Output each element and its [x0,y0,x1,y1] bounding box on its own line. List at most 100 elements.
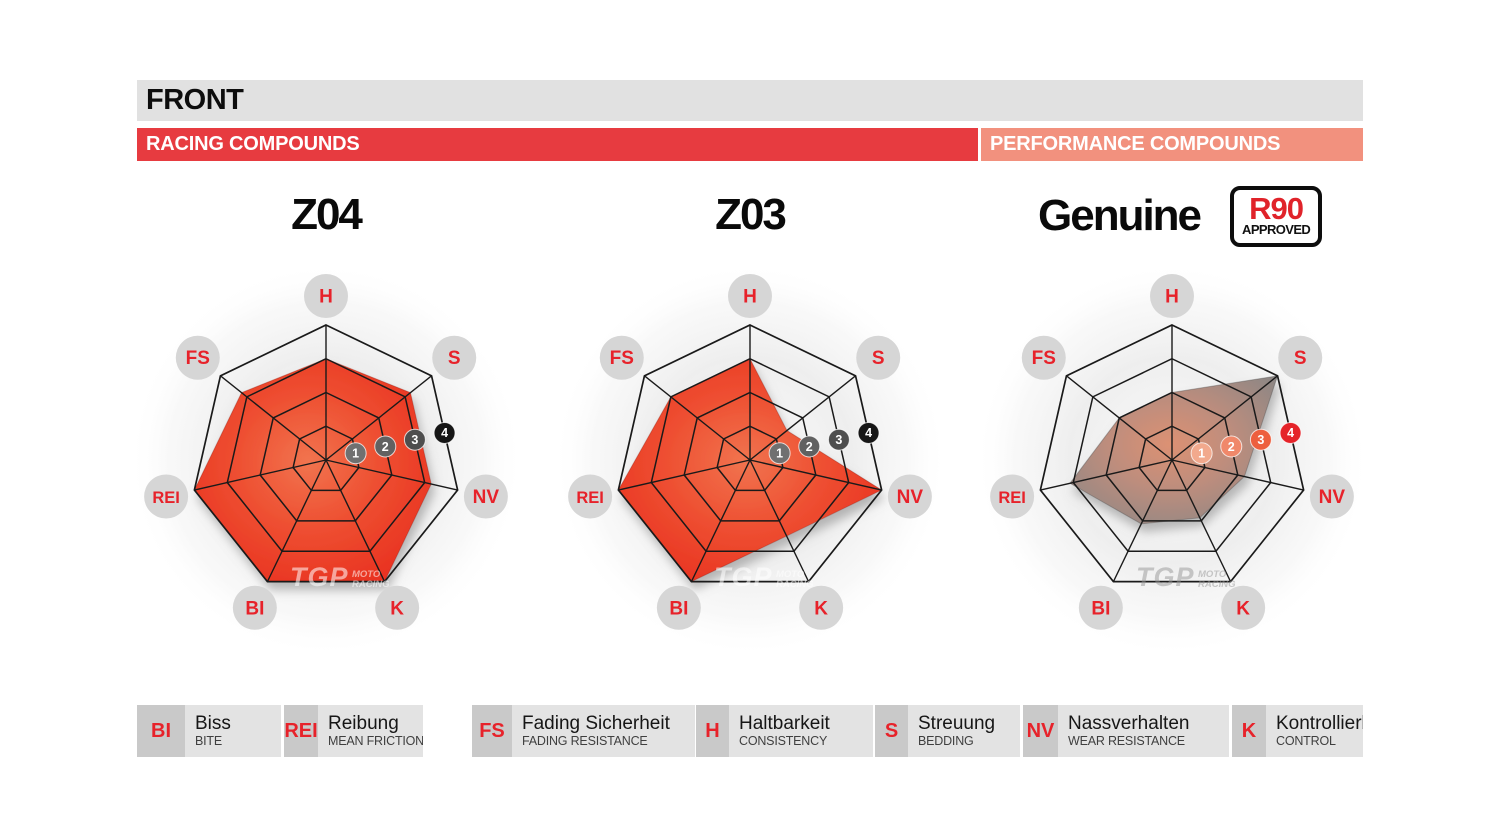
legend-terms: Biss BITE [185,705,281,757]
radar-grid-ring [1039,324,1305,583]
watermark-moto-text: MOTO [776,569,805,580]
radar-axis-spoke [749,459,882,491]
radar-axis-spoke [618,459,751,491]
radar-axis-spoke [194,459,327,491]
legend-item-bi: BI Biss BITE [137,705,281,757]
radar-axis-spoke [1171,459,1304,491]
axis-label-circle [375,585,420,630]
axis-label: K [1236,598,1250,619]
legend-terms: Reibung MEAN FRICTION [318,705,423,757]
front-label: FRONT [146,84,244,116]
legend-term-english: WEAR RESISTANCE [1068,734,1185,749]
axis-label-circle [1309,474,1354,519]
scale-tick-number: 2 [382,440,389,454]
radar-grid-ring [617,324,883,583]
radar-axis-spoke [749,375,856,461]
scale-tick-number: 3 [411,433,418,447]
axis-label-circle [990,474,1035,519]
legend-abbr: FS [472,705,512,757]
axis-label-circle [568,474,613,519]
axis-label-circle [1021,335,1066,380]
axis-label: BI [1091,598,1110,619]
scale-tick-badge [374,435,397,458]
legend-term-german: Fading Sicherheit [522,712,670,734]
legend-terms: Fading Sicherheit FADING RESISTANCE [512,705,695,757]
scale-tick-number: 2 [806,440,813,454]
legend-item-nv: NV Nassverhalten WEAR RESISTANCE [1023,705,1229,757]
axis-label: BI [245,598,264,619]
scale-tick-badge [798,435,821,458]
legend-abbr: K [1232,705,1266,757]
axis-label: REI [152,489,180,507]
legend-terms: Streuung BEDDING [908,705,1020,757]
axis-label-circle [463,474,508,519]
axis-label-circle [799,585,844,630]
legend-terms: Nassverhalten WEAR RESISTANCE [1058,705,1229,757]
axis-label: FS [186,348,210,369]
watermark-racing-text: RACING [776,579,814,590]
legend-term-german: Haltbarkeit [739,712,830,734]
axis-label-circle [304,274,348,318]
axis-label-circle [1278,335,1323,380]
radar-grid-ring [1105,391,1239,522]
axis-label-circle [887,474,932,519]
radar-axis-spoke [644,375,751,461]
watermark-racing-text: RACING [1198,579,1236,590]
legend-item-rei: REI Reibung MEAN FRICTION [284,705,423,757]
axis-label: REI [576,489,604,507]
axis-label: S [448,348,461,369]
axis-label-circle [1221,585,1266,630]
axis-label: S [1294,348,1307,369]
legend-term-german: Biss [195,712,231,734]
scale-tick-badge [1220,435,1243,458]
radar-axis-spoke [1066,375,1173,461]
r90-text: R90 [1249,191,1304,226]
legend-abbr: NV [1023,705,1058,757]
legend-item-fs: FS Fading Sicherheit FADING RESISTANCE [472,705,695,757]
axis-label-circle [856,335,901,380]
r90-approved-badge: R90 APPROVED [1230,186,1323,247]
chart-title-z04: Z04 [291,190,363,239]
radar-axis-spoke [220,375,327,461]
scale-tick-badge [344,442,367,465]
radar-axis-spoke [1171,375,1278,461]
scale-tick-badge [827,428,850,451]
legend-term-german: Kontrollierbarkeit [1276,712,1363,734]
scale-tick-badge [1249,428,1272,451]
legend-term-german: Nassverhalten [1068,712,1190,734]
legend-term-english: BEDDING [918,734,974,749]
legend-item-h: H Haltbarkeit CONSISTENCY [696,705,873,757]
axis-label: S [872,348,885,369]
performance-compounds-bar: PERFORMANCE COMPOUNDS [981,128,1363,161]
legend-abbr: H [696,705,729,757]
chart-title-z03: Z03 [715,190,787,239]
radar-grid-ring [226,357,426,552]
scale-tick-number: 4 [1287,426,1294,440]
legend-term-english: FADING RESISTANCE [522,734,648,749]
radar-grid-ring [650,357,850,552]
axis-label: H [1165,287,1179,308]
axis-label: FS [610,348,634,369]
axis-label: REI [998,489,1026,507]
legend-abbr: REI [284,705,318,757]
scale-tick-number: 4 [865,426,872,440]
racing-compounds-bar: RACING COMPOUNDS [137,128,978,161]
scale-tick-badge [768,442,791,465]
scale-tick-number: 1 [352,447,359,461]
radar-axis-spoke [325,375,432,461]
tgp-logo-text: TGP [714,562,773,592]
axis-label: NV [473,487,500,508]
scale-tick-badge [1190,442,1213,465]
scale-tick-badge [403,428,426,451]
racing-compounds-label: RACING COMPOUNDS [146,133,360,155]
genuine-label: Genuine [1038,191,1202,241]
legend-item-k: KKontrollierbarkeitCONTROL [1232,705,1363,757]
radar-grid-ring [193,324,459,583]
scale-tick-number: 2 [1228,440,1235,454]
scale-tick-number: 1 [776,447,783,461]
legend-term-german: Streuung [918,712,996,734]
